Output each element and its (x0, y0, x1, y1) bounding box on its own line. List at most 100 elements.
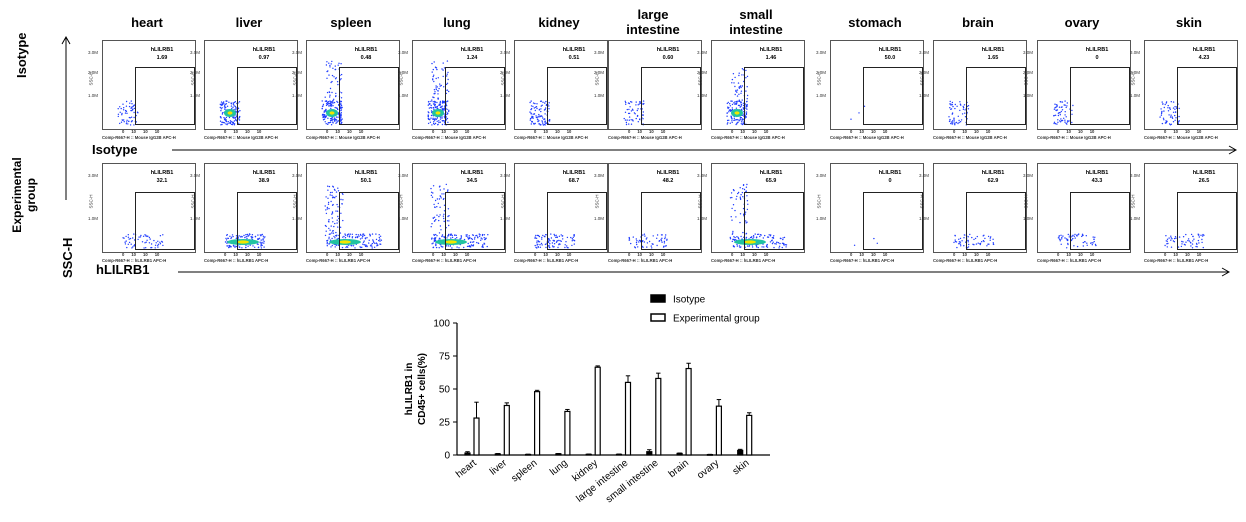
event-dot (227, 121, 229, 123)
event-dot (440, 229, 442, 231)
event-dot (548, 241, 550, 243)
tissue-header: lung (402, 15, 512, 30)
event-dot (481, 234, 484, 237)
gate-name: hLILRB1 (981, 170, 1005, 176)
event-dot (642, 103, 644, 105)
event-dot (534, 236, 536, 238)
category-label: skin (731, 458, 752, 478)
density-dots (726, 68, 749, 126)
event-dot (548, 102, 550, 104)
event-dot (954, 103, 956, 106)
event-dot (245, 234, 247, 236)
event-dot (748, 245, 751, 247)
flow-plot-frame (412, 40, 506, 130)
event-dot (131, 103, 133, 105)
event-dot (325, 64, 328, 66)
event-dot (328, 227, 330, 230)
event-dot (448, 90, 450, 93)
event-dot (1055, 109, 1057, 112)
event-dot (538, 235, 541, 238)
event-dot (159, 241, 161, 243)
event-dot (470, 241, 472, 243)
event-dot (340, 102, 342, 104)
event-dot (964, 112, 966, 114)
ssc-tick-label: 3.0M (500, 50, 511, 55)
event-dot (745, 186, 748, 188)
x-tick-label: 10 (882, 129, 888, 134)
event-dot (1064, 119, 1066, 121)
hlilrb1-gate (339, 67, 399, 125)
event-dot (328, 233, 331, 235)
event-dot (238, 235, 240, 237)
ssc-tick-label: 2.0M (292, 70, 303, 75)
event-dot (321, 114, 324, 116)
event-dot (738, 72, 740, 74)
event-dot (230, 246, 232, 248)
event-dot (480, 239, 482, 241)
x-tick-label: 10 (347, 129, 352, 134)
event-dot (448, 215, 450, 217)
event-dot (1053, 115, 1055, 117)
event-dot (328, 238, 330, 240)
experimental-bar (624, 381, 632, 456)
event-dot (233, 117, 235, 119)
event-dot (742, 207, 745, 210)
event-dot (333, 98, 335, 100)
event-dot (1074, 233, 1076, 236)
event-dot (145, 241, 147, 243)
event-dot (729, 103, 731, 105)
event-dot (740, 119, 742, 121)
x-axis-label: Comp-R667-H :: Mouse IgG2B APC-H (830, 135, 904, 140)
event-dot (459, 238, 461, 240)
event-dot (379, 238, 381, 240)
x-tick-label: 10 (985, 129, 991, 134)
event-dot (440, 197, 442, 199)
gate-percentage: 50.1 (360, 178, 372, 184)
event-dot (331, 80, 333, 83)
event-dot (349, 233, 351, 235)
x-tick-label: 10 (962, 252, 968, 257)
event-dot (555, 234, 557, 236)
event-dot (127, 234, 129, 236)
event-dot (535, 116, 538, 119)
event-dot (755, 245, 758, 247)
event-dot (324, 96, 326, 98)
ssc-tick-label: 2.0M (398, 70, 409, 75)
event-dot (537, 120, 539, 123)
event-dot (544, 108, 546, 111)
event-dot (230, 237, 232, 240)
event-dot (341, 246, 344, 249)
event-dot (1054, 123, 1057, 125)
event-dot (428, 107, 431, 109)
flow-plot-frame (102, 163, 196, 253)
x-tick-labels: 0 10 10 10 (122, 252, 166, 257)
event-dot (987, 243, 989, 245)
x-tick-label: 10 (1185, 129, 1190, 134)
event-dot (335, 210, 337, 212)
event-dot (736, 195, 738, 198)
event-dot (371, 247, 373, 249)
x-tick-label: 0 (1164, 129, 1167, 134)
event-dot (326, 70, 328, 73)
event-dot (663, 242, 666, 244)
event-dot (625, 103, 627, 105)
x-tick-label: 10 (441, 129, 447, 134)
event-dot (379, 240, 381, 242)
event-dot (551, 242, 554, 244)
event-dot (446, 237, 448, 239)
event-dot (431, 196, 434, 198)
event-dot (450, 237, 452, 239)
event-dot (553, 239, 555, 242)
gate-percentage: 43.3 (1091, 178, 1103, 184)
density-peak (734, 111, 740, 115)
event-dot (734, 85, 736, 88)
event-dot (329, 121, 332, 124)
event-dot (325, 230, 327, 232)
event-dot (660, 240, 663, 242)
tissue-header-line1: small (739, 7, 773, 22)
event-dot (532, 105, 534, 108)
event-dot (542, 234, 544, 237)
event-dot (130, 109, 132, 112)
event-dot (661, 237, 663, 239)
event-dot (342, 236, 344, 238)
